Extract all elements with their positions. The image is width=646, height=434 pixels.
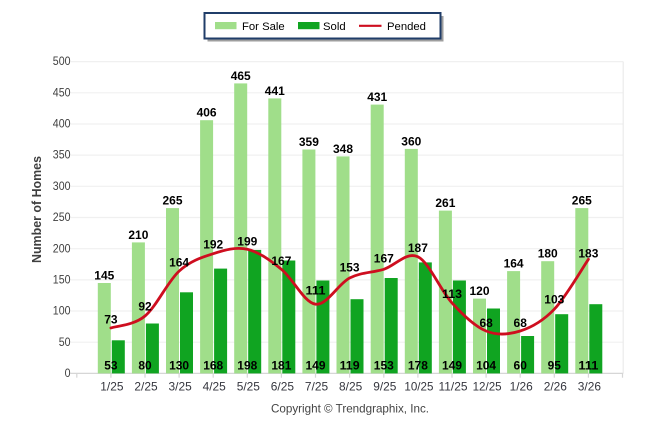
svg-text:168: 168 [203,359,223,373]
svg-text:265: 265 [163,194,183,208]
svg-text:Pended: Pended [387,21,426,33]
svg-text:1/25: 1/25 [100,380,124,394]
svg-text:431: 431 [367,90,387,104]
svg-text:For Sale: For Sale [242,21,285,33]
svg-text:180: 180 [538,247,558,261]
svg-text:11/25: 11/25 [439,380,468,394]
svg-text:12/25: 12/25 [473,380,502,394]
svg-text:95: 95 [548,359,561,373]
svg-text:1/26: 1/26 [510,380,534,394]
svg-text:9/25: 9/25 [373,380,397,394]
svg-text:178: 178 [408,359,428,373]
svg-text:149: 149 [442,359,462,373]
svg-text:199: 199 [237,234,257,248]
svg-text:73: 73 [104,313,117,327]
svg-text:167: 167 [374,252,394,266]
svg-text:187: 187 [408,241,428,255]
svg-text:5/25: 5/25 [237,380,261,394]
svg-text:164: 164 [169,255,189,269]
svg-text:111: 111 [306,283,326,297]
svg-text:Number of Homes: Number of Homes [30,156,44,263]
svg-text:130: 130 [169,359,189,373]
svg-text:68: 68 [514,316,527,330]
svg-text:465: 465 [231,69,251,83]
svg-text:80: 80 [138,359,151,373]
svg-text:111: 111 [578,359,598,373]
svg-text:0: 0 [65,366,71,380]
svg-text:100: 100 [53,304,71,318]
svg-text:450: 450 [53,85,71,99]
svg-text:50: 50 [59,335,71,349]
svg-text:153: 153 [374,359,394,373]
svg-text:4/25: 4/25 [203,380,227,394]
svg-text:400: 400 [53,117,71,131]
svg-text:261: 261 [435,196,455,210]
svg-text:167: 167 [271,254,291,268]
svg-text:3/25: 3/25 [169,380,193,394]
svg-text:Sold: Sold [323,21,346,33]
svg-text:113: 113 [442,287,462,301]
svg-text:348: 348 [333,142,353,156]
svg-text:2/25: 2/25 [134,380,158,394]
svg-text:200: 200 [53,241,71,255]
svg-text:360: 360 [401,134,421,148]
svg-text:500: 500 [53,54,71,68]
svg-text:406: 406 [197,106,217,120]
svg-text:119: 119 [340,359,360,373]
svg-text:149: 149 [306,359,326,373]
svg-text:153: 153 [340,260,360,274]
svg-text:2/26: 2/26 [544,380,568,394]
svg-text:181: 181 [271,359,291,373]
svg-text:250: 250 [53,210,71,224]
svg-text:8/25: 8/25 [339,380,363,394]
svg-text:164: 164 [504,257,524,271]
svg-text:10/25: 10/25 [404,380,433,394]
svg-text:92: 92 [138,299,151,313]
svg-text:441: 441 [265,84,285,98]
svg-text:3/26: 3/26 [578,380,602,394]
svg-text:104: 104 [476,359,496,373]
svg-text:300: 300 [53,179,71,193]
svg-text:183: 183 [578,246,598,260]
svg-text:198: 198 [237,359,257,373]
svg-text:7/25: 7/25 [305,380,329,394]
svg-text:68: 68 [479,316,492,330]
svg-text:103: 103 [544,292,564,306]
svg-text:53: 53 [104,359,117,373]
svg-text:359: 359 [299,135,319,149]
svg-text:120: 120 [470,284,490,298]
svg-text:350: 350 [53,148,71,162]
svg-text:192: 192 [203,238,223,252]
svg-text:Copyright © Trendgraphix, Inc.: Copyright © Trendgraphix, Inc. [271,402,429,416]
svg-text:60: 60 [514,359,527,373]
svg-text:145: 145 [94,269,114,283]
svg-text:265: 265 [572,194,592,208]
svg-text:210: 210 [128,228,148,242]
svg-text:6/25: 6/25 [271,380,295,394]
svg-text:150: 150 [53,273,71,287]
